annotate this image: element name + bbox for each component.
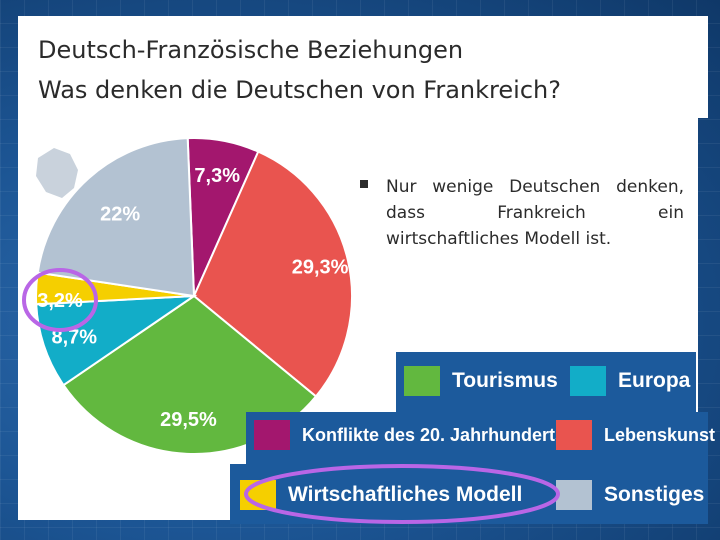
legend-swatch xyxy=(404,366,440,396)
legend-strip-2 xyxy=(246,412,708,464)
legend-label: Wirtschaftliches Modell xyxy=(288,483,523,506)
pie-label: 8,7% xyxy=(51,326,97,348)
chart-area: 7,3% 29,3% 29,5% 8,7% 3,2% 22% xyxy=(18,118,354,460)
legend-swatch xyxy=(556,420,592,450)
legend-swatch xyxy=(254,420,290,450)
legend-label: Lebenskunst xyxy=(604,424,716,445)
pie-slice-sonstiges xyxy=(36,137,196,298)
pie-label: 7,3% xyxy=(194,165,240,187)
bullet-text: Nur wenige Deutschen denken, dass Frankr… xyxy=(386,177,684,249)
pie-slice-lebenskunst xyxy=(192,150,353,398)
legend-label: Konflikte des 20. Jahrhunderts xyxy=(302,424,566,445)
bullet-icon xyxy=(360,180,368,188)
legend-label: Europa xyxy=(618,369,691,392)
legend-item-lebenskunst: Lebenskunst xyxy=(556,420,715,450)
legend-swatch xyxy=(556,480,592,510)
legend-item-sonstiges: Sonstiges xyxy=(556,480,704,510)
highlight-ellipse-slice xyxy=(22,268,98,332)
legend-swatch xyxy=(240,480,276,510)
slide-title: Deutsch-Französische Beziehungen Was den… xyxy=(38,36,561,104)
legend-label: Tourismus xyxy=(452,369,558,392)
legend-item-konflikte: Konflikte des 20. Jahrhunderts xyxy=(254,420,565,450)
bullet-point: Nur wenige Deutschen denken, dass Frankr… xyxy=(362,174,684,252)
legend-strip-1 xyxy=(396,352,696,412)
legend-swatch xyxy=(570,366,606,396)
pie-slice-europa xyxy=(35,294,198,387)
pie-label: 29,5% xyxy=(160,409,217,431)
title-panel xyxy=(18,16,708,118)
legend-item-wirtschaft: Wirtschaftliches Modell xyxy=(240,480,522,510)
pie-label: 22% xyxy=(100,204,140,226)
legend-item-europa: Europa xyxy=(570,366,690,396)
legend-label: Sonstiges xyxy=(604,483,705,506)
pie-label: 3,2% xyxy=(37,290,83,312)
legend-item-tourismus: Tourismus xyxy=(404,366,558,396)
germany-map-icon xyxy=(36,148,78,198)
pie-label: 29,3% xyxy=(292,256,349,278)
pie-chart: 7,3% 29,3% 29,5% 8,7% 3,2% 22% xyxy=(22,137,353,455)
